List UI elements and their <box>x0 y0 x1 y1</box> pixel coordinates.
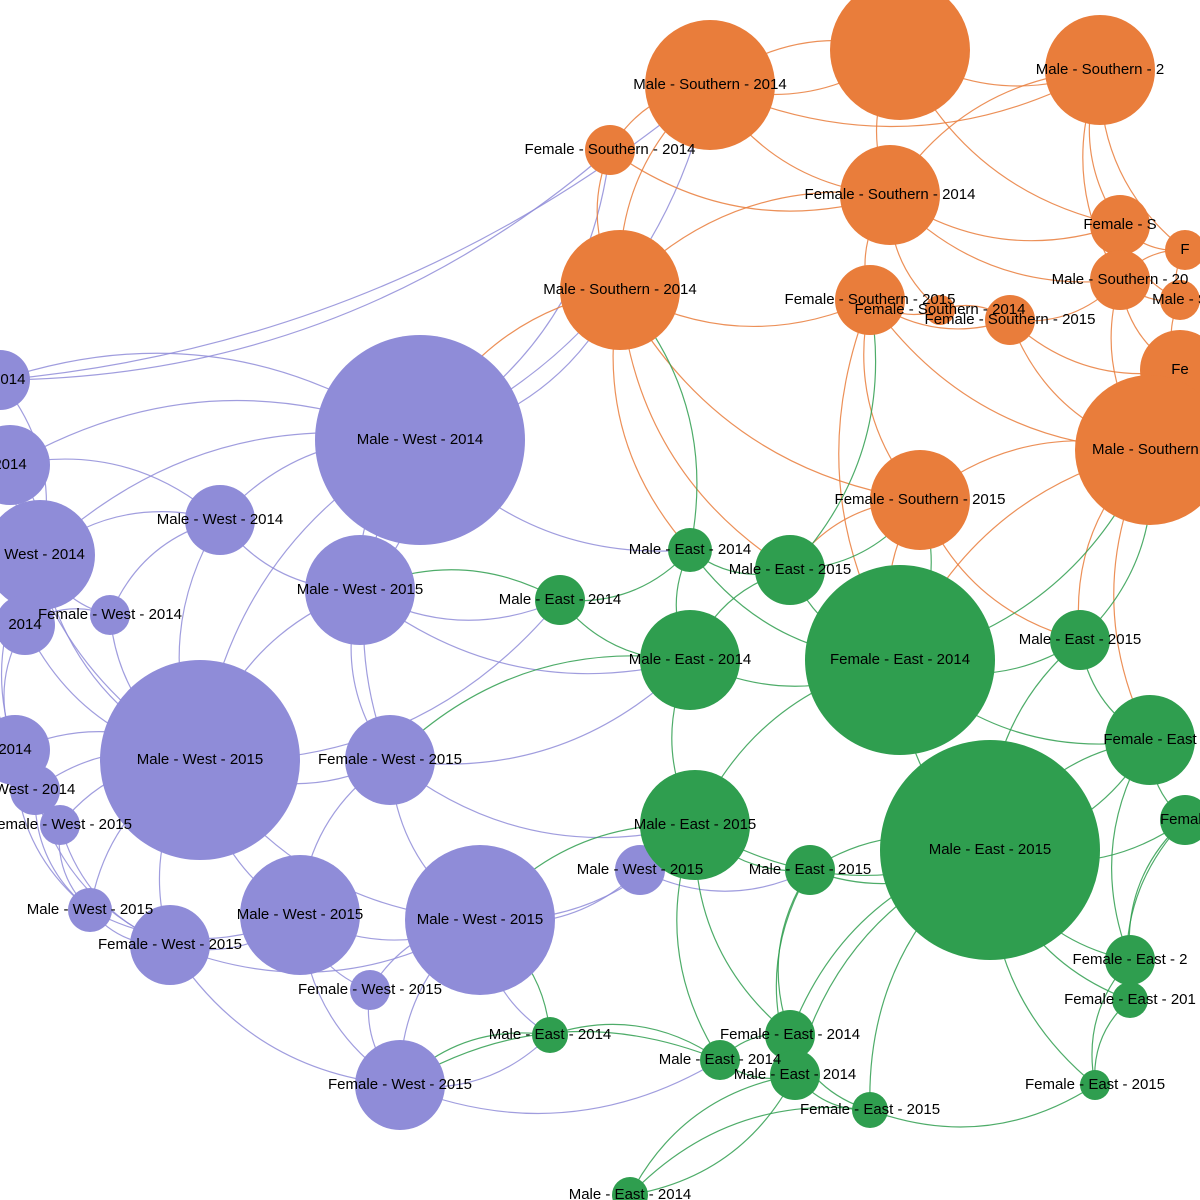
edge <box>0 150 610 380</box>
edge <box>640 870 810 891</box>
node-s5[interactable] <box>840 145 940 245</box>
node-e8[interactable] <box>880 740 1100 960</box>
node-s12[interactable] <box>1160 280 1200 320</box>
node-e18[interactable] <box>532 1017 568 1053</box>
node-w14[interactable] <box>68 888 112 932</box>
node-e9[interactable] <box>1105 695 1195 785</box>
node-e12[interactable] <box>1112 982 1148 1018</box>
node-w15[interactable] <box>130 905 210 985</box>
node-w9[interactable] <box>100 660 300 860</box>
edge <box>400 1060 720 1113</box>
node-e19[interactable] <box>612 1177 648 1200</box>
node-s4[interactable] <box>1045 15 1155 125</box>
node-e7[interactable] <box>640 770 750 880</box>
edge <box>630 1075 795 1195</box>
node-s15[interactable] <box>870 450 970 550</box>
labels-layer: Male - West - 2014Male - West - 2014- We… <box>0 61 1200 1200</box>
node-e13[interactable] <box>785 845 835 895</box>
node-w17[interactable] <box>405 845 555 995</box>
node-w10[interactable] <box>345 715 435 805</box>
node-s11[interactable] <box>1090 250 1150 310</box>
node-e5[interactable] <box>805 565 995 755</box>
node-w13[interactable] <box>40 805 80 845</box>
node-e3[interactable] <box>755 535 825 605</box>
node-w16[interactable] <box>240 855 360 975</box>
edge <box>870 1085 1095 1127</box>
node-e17[interactable] <box>852 1092 888 1128</box>
node-s1[interactable] <box>645 20 775 150</box>
node-s14[interactable] <box>1075 375 1200 525</box>
node-e16[interactable] <box>770 1050 820 1100</box>
node-e6[interactable] <box>1050 610 1110 670</box>
node-s2[interactable] <box>585 125 635 175</box>
node-e10[interactable] <box>1160 795 1200 845</box>
node-w3[interactable] <box>0 500 95 610</box>
node-w19[interactable] <box>355 1040 445 1130</box>
node-s10[interactable] <box>1165 230 1200 270</box>
node-w2[interactable] <box>185 485 255 555</box>
edges-layer <box>0 41 1185 1195</box>
node-e1[interactable] <box>535 575 585 625</box>
node-e11[interactable] <box>1105 935 1155 985</box>
edge <box>778 870 810 1035</box>
node-w6[interactable] <box>0 350 30 410</box>
node-w8[interactable] <box>305 535 415 645</box>
edge <box>550 1024 720 1060</box>
node-s7[interactable] <box>835 265 905 335</box>
node-w1[interactable] <box>315 335 525 545</box>
network-graph: Male - West - 2014Male - West - 2014- We… <box>0 0 1200 1200</box>
node-e2[interactable] <box>668 528 712 572</box>
node-s6[interactable] <box>560 230 680 350</box>
node-e4[interactable] <box>640 610 740 710</box>
node-s16[interactable] <box>925 295 955 325</box>
node-w18[interactable] <box>350 970 390 1010</box>
node-w7[interactable] <box>0 425 50 505</box>
edge <box>630 1107 870 1195</box>
edge <box>630 1075 795 1195</box>
node-s9[interactable] <box>1090 195 1150 255</box>
node-s8[interactable] <box>985 295 1035 345</box>
node-e15[interactable] <box>700 1040 740 1080</box>
edge <box>790 300 876 570</box>
node-w4[interactable] <box>90 595 130 635</box>
node-s3[interactable] <box>830 0 970 120</box>
node-e20[interactable] <box>1080 1070 1110 1100</box>
